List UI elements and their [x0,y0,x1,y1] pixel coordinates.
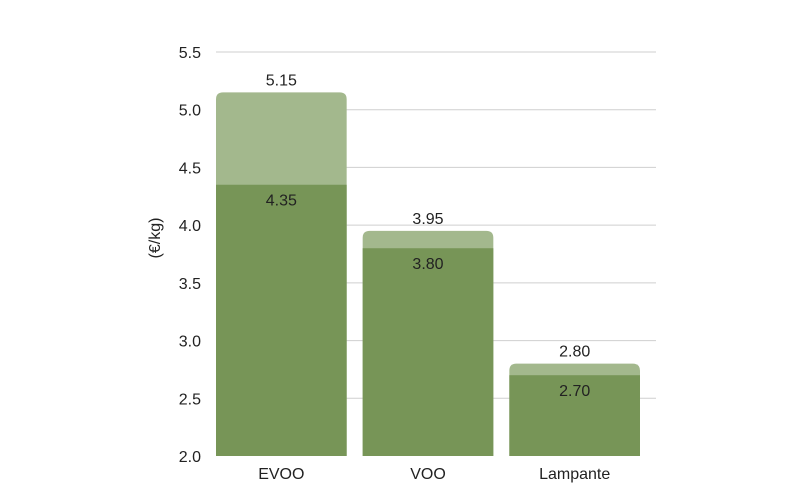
bar-base-voo [362,248,494,456]
top-value-label: 5.15 [266,72,297,89]
top-value-label: 2.80 [559,344,590,361]
x-category-label: Lampante [539,466,610,483]
top-value-label: 3.95 [412,211,443,228]
axes: 2.0 2.5 3.0 3.5 4.0 4.5 5.0 5.5 EVOO VOO Lampante [179,45,611,483]
value-labels: 5.15 4.35 3.95 3.80 2.80 2.70 [266,72,591,400]
y-tick-label: 5.5 [179,45,201,62]
bars [216,92,640,457]
y-tick-label: 3.5 [179,276,201,293]
inner-value-label: 2.70 [559,383,590,400]
x-category-label: VOO [410,466,446,483]
bar-base-lampante [509,375,640,456]
y-tick-label: 4.5 [179,160,201,177]
y-tick-label: 5.0 [179,103,201,120]
y-tick-label: 3.0 [179,334,201,351]
inner-value-label: 3.80 [412,256,443,273]
y-axis-label: (€/kg) [147,218,164,259]
y-tick-label: 2.5 [179,391,201,408]
y-tick-label: 2.0 [179,449,201,466]
x-category-label: EVOO [258,466,304,483]
bar-base-evoo [216,184,347,456]
inner-value-label: 4.35 [266,193,297,210]
y-tick-label: 4.0 [179,218,201,235]
